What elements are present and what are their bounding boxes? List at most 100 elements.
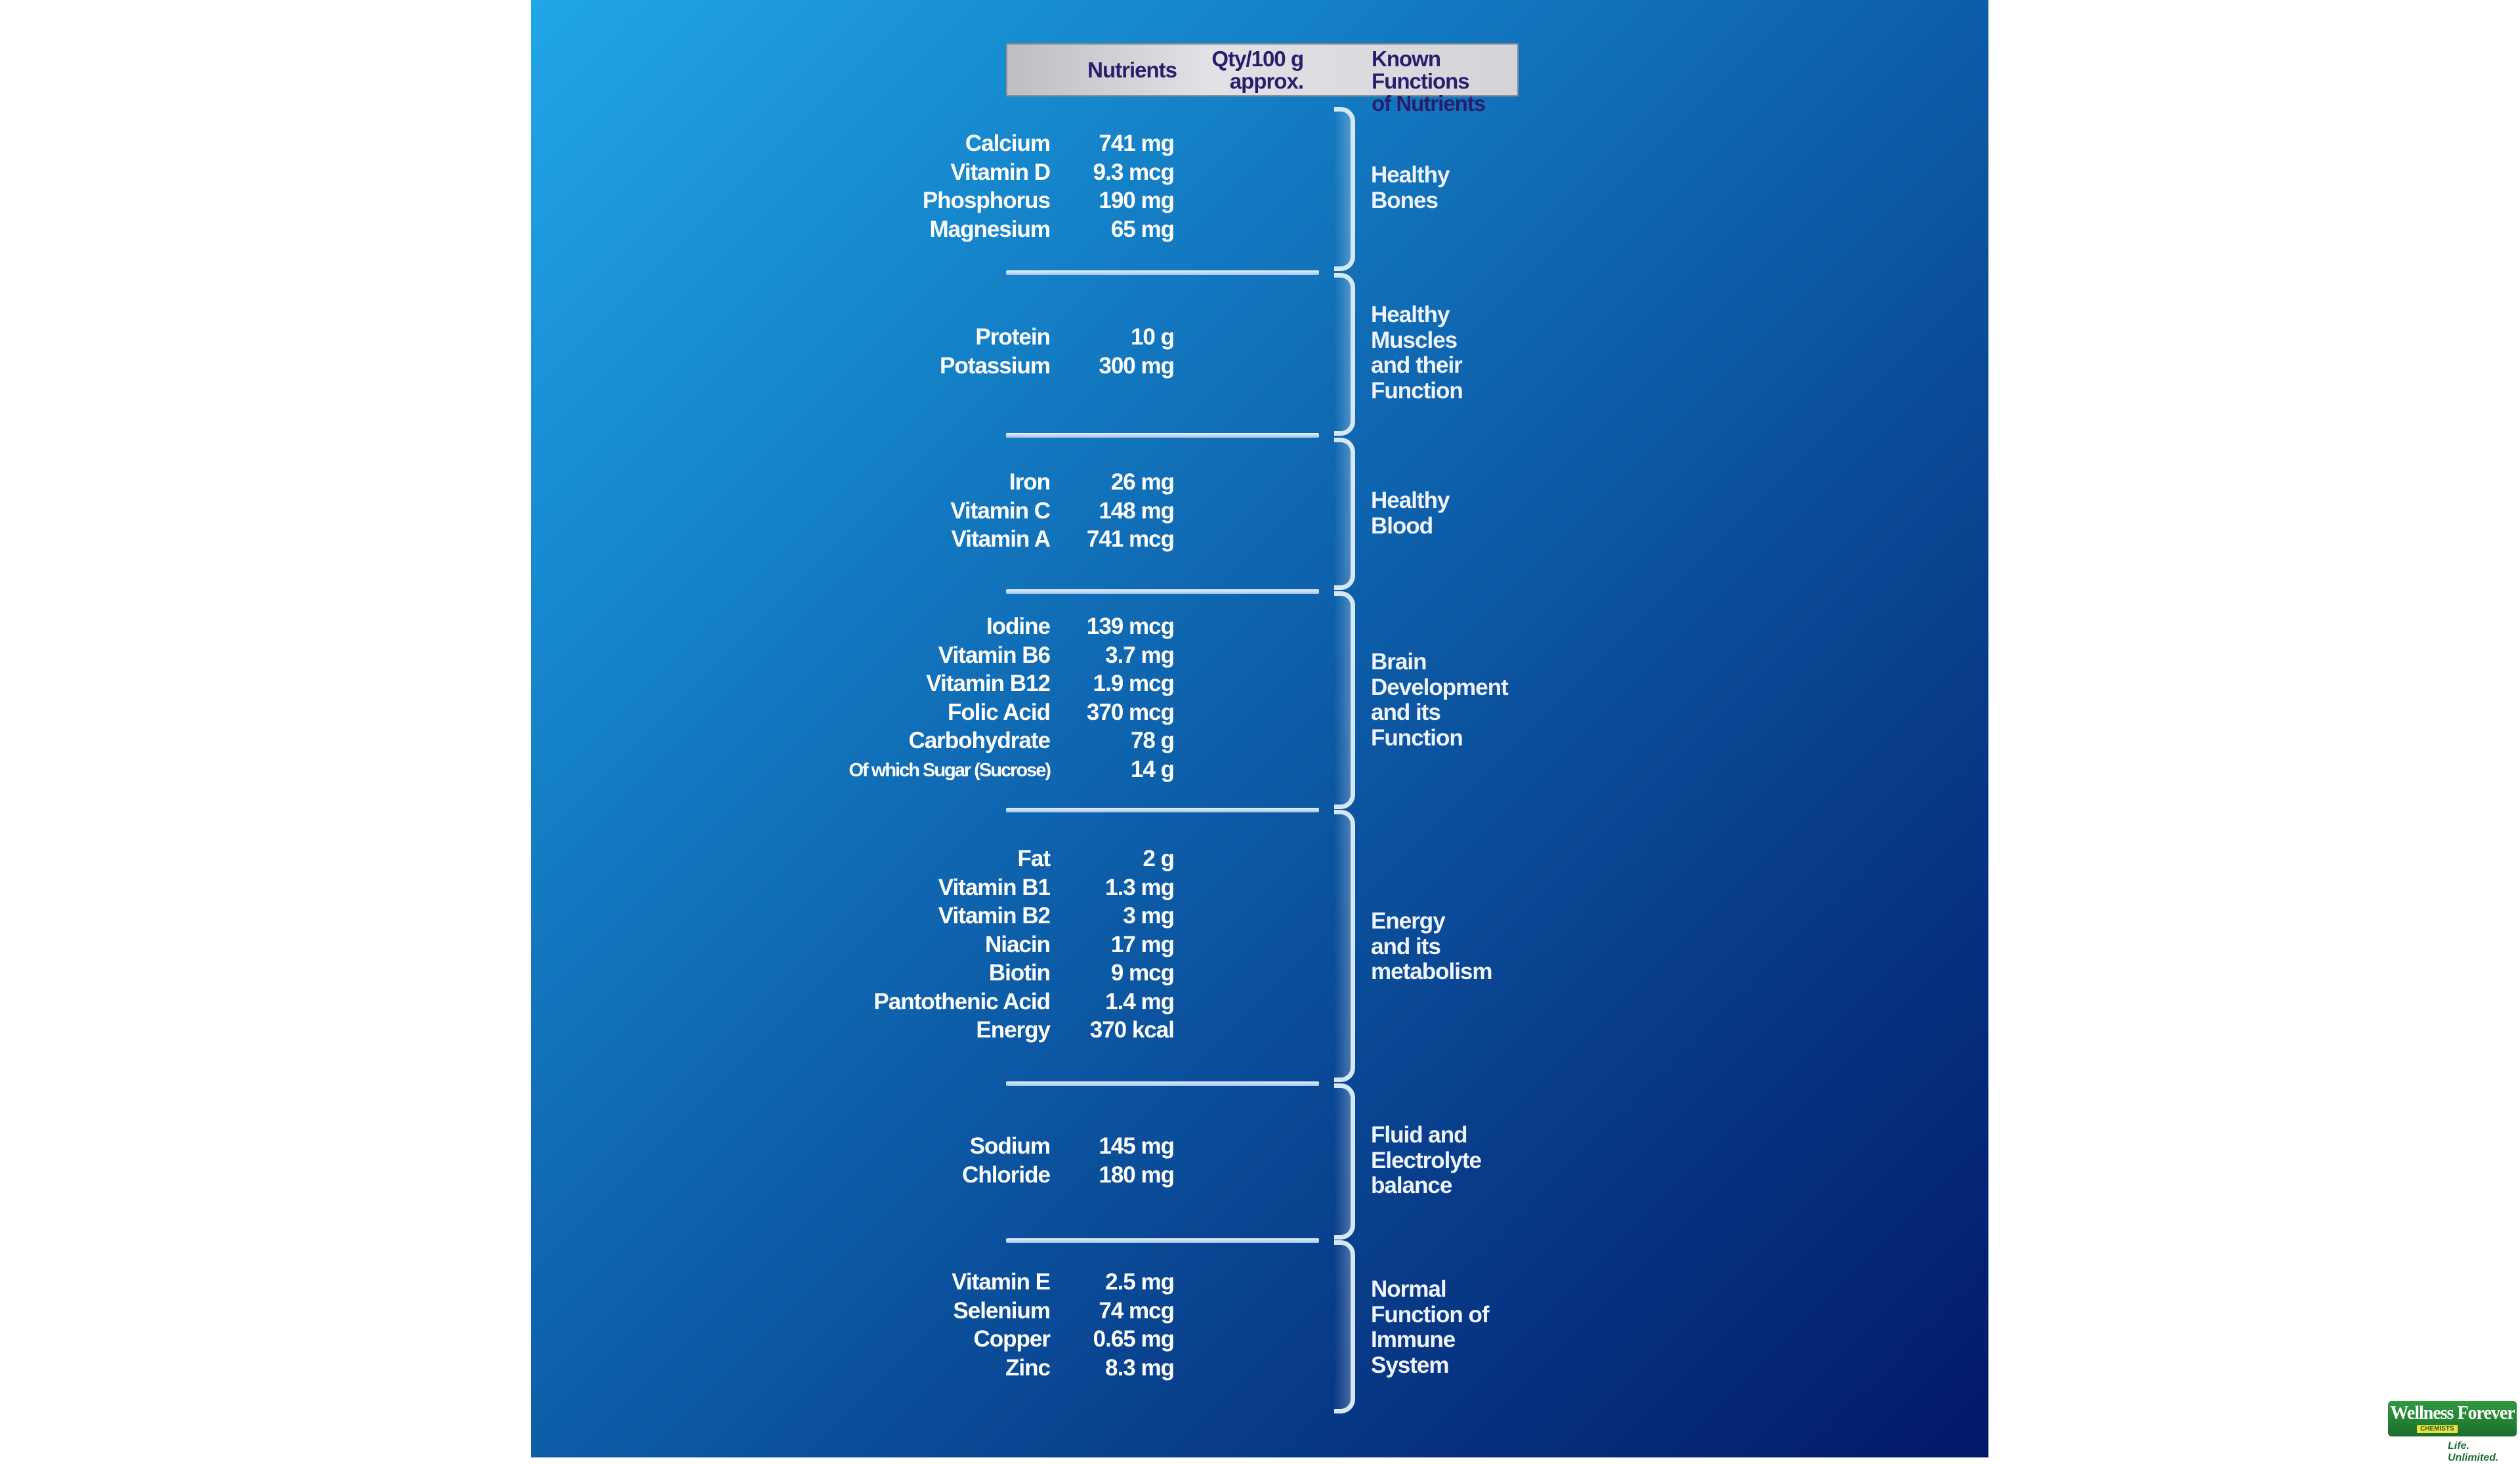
- header-functions: Known Functions of Nutrients: [1372, 47, 1486, 115]
- nutrient-name: Vitamin A: [951, 526, 1051, 552]
- nutrient-row: Vitamin D 9.3 mcg: [859, 159, 1175, 188]
- nutrient-name: Pantothenic Acid: [873, 988, 1051, 1014]
- nutrient-quantity: 180 mg: [1099, 1161, 1175, 1188]
- nutrient-quantity: 1.4 mg: [1105, 988, 1175, 1014]
- nutrient-name: Phosphorus: [922, 188, 1051, 213]
- nutrient-quantity: 148 mg: [1099, 497, 1175, 524]
- section-divider: [1006, 433, 1319, 438]
- nutrient-quantity: 78 g: [1130, 728, 1175, 753]
- header-nutrients: Nutrients: [1087, 58, 1177, 82]
- nutrient-row: Vitamin B2 3 mg: [859, 903, 1175, 932]
- nutrient-name: Copper: [973, 1326, 1051, 1352]
- nutrient-name: Iron: [1009, 469, 1051, 495]
- nutrient-name: Zinc: [1005, 1354, 1051, 1381]
- nutrient-name: Sodium: [969, 1133, 1051, 1159]
- nutrient-row: Vitamin E 2.5 mg: [859, 1269, 1175, 1298]
- section-divider: [1006, 808, 1319, 812]
- nutrient-row: Magnesium 65 mg: [859, 216, 1175, 245]
- nutrient-function: Normal Function of Immune System: [1371, 1276, 1490, 1378]
- nutrient-quantity: 26 mg: [1110, 469, 1175, 495]
- nutrient-function: Healthy Blood: [1371, 488, 1450, 539]
- nutrient-row: Vitamin A 741 mcg: [859, 526, 1175, 555]
- nutrient-row: Zinc 8.3 mg: [859, 1354, 1175, 1384]
- nutrient-quantity: 0.65 mg: [1093, 1326, 1175, 1352]
- nutrient-rows: Vitamin E 2.5 mg Selenium 74 mcg Copper 0.65 …: [859, 1269, 1175, 1384]
- logo-title: Wellness Forever: [2390, 1403, 2515, 1423]
- nutrient-row: Selenium 74 mcg: [859, 1297, 1175, 1327]
- nutrient-name: Protein: [975, 324, 1051, 350]
- nutrient-quantity: 139 mcg: [1086, 614, 1175, 639]
- nutrient-function: Energy and its metabolism: [1371, 908, 1492, 984]
- nutrient-function: Healthy Muscles and their Function: [1371, 302, 1463, 404]
- nutrient-row: Chloride 180 mg: [859, 1161, 1175, 1191]
- nutrient-function: Healthy Bones: [1371, 162, 1450, 213]
- nutrient-row: Phosphorus 190 mg: [859, 188, 1175, 217]
- logo-tagline: Life. Unlimited.: [2448, 1440, 2499, 1463]
- nutrient-row: Iodine 139 mcg: [859, 614, 1175, 642]
- nutrient-rows: Calcium 741 mg Vitamin D 9.3 mcg Phosphorus 1…: [859, 131, 1175, 245]
- nutrient-quantity: 145 mg: [1099, 1133, 1175, 1159]
- nutrient-quantity: 370 kcal: [1089, 1017, 1175, 1043]
- nutrient-quantity: 14 g: [1130, 756, 1175, 782]
- nutrient-quantity: 370 mcg: [1086, 699, 1175, 725]
- nutrient-quantity: 741 mcg: [1086, 526, 1175, 552]
- nutrient-quantity: 3 mg: [1123, 903, 1175, 929]
- nutrient-quantity: 9 mcg: [1110, 960, 1175, 986]
- nutrient-name: Fat: [1017, 846, 1051, 871]
- nutrient-name: Carbohydrate: [908, 728, 1051, 753]
- section-divider: [1006, 1238, 1319, 1243]
- nutrient-row: Energy 370 kcal: [859, 1017, 1175, 1046]
- nutrient-quantity: 3.7 mg: [1105, 642, 1175, 668]
- nutrient-rows: Fat 2 g Vitamin B1 1.3 mg Vitamin B2 3 mg Niac…: [859, 846, 1175, 1046]
- table-header: Nutrients Qty/100 g approx. Known Functi…: [1006, 43, 1519, 115]
- section-bracket: [1334, 1240, 1355, 1413]
- nutrient-row: Biotin 9 mcg: [859, 960, 1175, 989]
- nutrient-row: Potassium 300 mg: [859, 352, 1175, 382]
- nutrient-row: Vitamin B12 1.9 mcg: [859, 671, 1175, 700]
- section-bracket: [1334, 1083, 1355, 1240]
- nutrient-name: Vitamin B12: [926, 671, 1051, 696]
- nutrient-row: Protein 10 g: [859, 324, 1175, 353]
- wellness-forever-logo: Wellness Forever CHEMISTS: [2388, 1401, 2517, 1436]
- nutrient-name: Folic Acid: [948, 699, 1051, 725]
- nutrient-name: Iodine: [986, 614, 1051, 639]
- nutrient-row: Iron 26 mg: [859, 469, 1175, 498]
- nutrient-quantity: 1.9 mcg: [1093, 671, 1175, 696]
- nutrient-name: Vitamin B6: [938, 642, 1051, 668]
- nutrient-quantity: 300 mg: [1099, 352, 1175, 379]
- nutrient-rows: Protein 10 g Potassium 300 mg: [859, 324, 1175, 382]
- nutrient-quantity: 9.3 mcg: [1093, 159, 1175, 185]
- nutrient-name: Of which Sugar (Sucrose): [849, 759, 1051, 781]
- section-bracket: [1334, 591, 1355, 809]
- nutrient-row: Vitamin B6 3.7 mg: [859, 642, 1175, 671]
- nutrient-name: Potassium: [940, 352, 1051, 379]
- nutrition-panel: Nutrients Qty/100 g approx. Known Functi…: [531, 0, 1988, 1457]
- nutrient-name: Vitamin B1: [938, 874, 1051, 900]
- nutrient-rows: Iodine 139 mcg Vitamin B6 3.7 mg Vitamin B12…: [849, 614, 1175, 785]
- nutrient-row: Sodium 145 mg: [859, 1133, 1175, 1162]
- nutrient-quantity: 2.5 mg: [1105, 1269, 1175, 1295]
- nutrient-row: Copper 0.65 mg: [859, 1326, 1175, 1355]
- nutrient-row: Calcium 741 mg: [859, 131, 1175, 159]
- section-divider: [1006, 270, 1319, 275]
- nutrient-quantity: 190 mg: [1099, 188, 1175, 213]
- nutrient-row: Carbohydrate 78 g: [859, 728, 1175, 757]
- nutrient-name: Vitamin D: [950, 159, 1051, 185]
- nutrient-rows: Iron 26 mg Vitamin C 148 mg Vitamin A 741 mcg: [859, 469, 1175, 555]
- nutrient-quantity: 74 mcg: [1099, 1297, 1175, 1324]
- nutrient-quantity: 10 g: [1130, 324, 1175, 350]
- nutrient-name: Vitamin B2: [938, 903, 1051, 929]
- nutrient-rows: Sodium 145 mg Chloride 180 mg: [859, 1133, 1175, 1191]
- nutrient-name: Calcium: [965, 131, 1051, 156]
- nutrient-quantity: 2 g: [1143, 846, 1175, 871]
- nutrient-name: Niacin: [984, 931, 1051, 957]
- nutrient-name: Vitamin E: [952, 1269, 1051, 1295]
- nutrient-row: Folic Acid 370 mcg: [859, 699, 1175, 728]
- nutrient-name: Vitamin C: [950, 497, 1051, 524]
- section-bracket: [1334, 107, 1355, 271]
- nutrient-quantity: 1.3 mg: [1105, 874, 1175, 900]
- nutrient-quantity: 741 mg: [1099, 131, 1175, 156]
- section-divider: [1006, 589, 1319, 594]
- nutrient-quantity: 65 mg: [1110, 216, 1175, 242]
- section-bracket: [1334, 273, 1355, 436]
